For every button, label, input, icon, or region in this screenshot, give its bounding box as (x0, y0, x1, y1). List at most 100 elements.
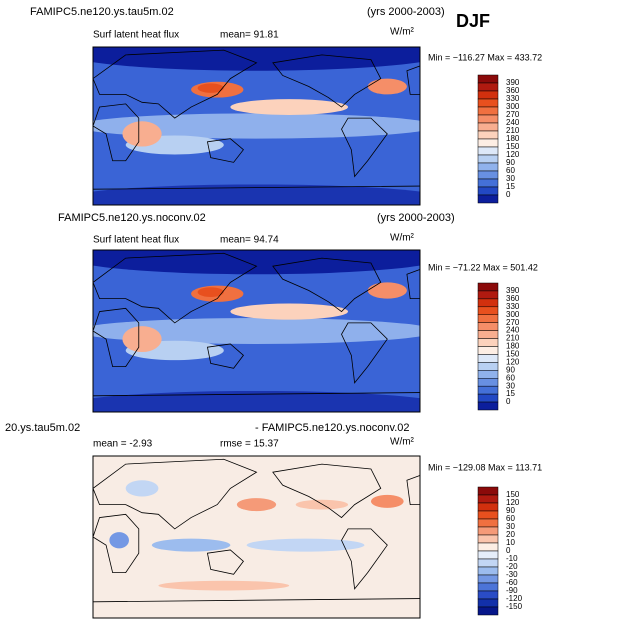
units: W/m² (390, 437, 415, 448)
map-field (236, 498, 277, 512)
colorbar-box (477, 582, 499, 592)
panel-title-left: FAMIPC5.ne120.ys.noconv.02 (58, 212, 206, 224)
colorbar-box (477, 370, 499, 379)
map-background (93, 456, 420, 618)
colorbar-label: 270 (506, 318, 520, 327)
colorbar-label: 30 (506, 174, 515, 183)
colorbar-label: 15 (506, 182, 515, 191)
panel-title-right: (yrs 2000-2003) (377, 212, 455, 224)
map-field (122, 326, 162, 353)
colorbar-label: 390 (506, 78, 520, 87)
colorbar-label: 210 (506, 334, 520, 343)
colorbar-label: 90 (506, 158, 515, 167)
colorbar-box (477, 290, 499, 300)
colorbar-box (477, 558, 499, 568)
colorbar-box (477, 282, 499, 292)
map-field (295, 499, 349, 510)
map-field (246, 538, 365, 552)
map-field (230, 99, 349, 115)
colorbar-box (477, 526, 499, 536)
colorbar-label: -30 (506, 570, 518, 579)
colorbar-box (477, 130, 499, 140)
colorbar-label: 30 (506, 522, 515, 531)
subtitle: Surf latent heat flux (93, 30, 179, 41)
colorbar-label: 300 (506, 310, 520, 319)
colorbar-label: 15 (506, 389, 515, 398)
colorbar-box (477, 486, 499, 496)
map-field (370, 494, 404, 508)
colorbar-box (477, 74, 499, 84)
colorbar-box (477, 122, 499, 132)
figure-title: DJF (456, 11, 490, 31)
colorbar-label: 180 (506, 134, 520, 143)
colorbar-box (477, 82, 499, 92)
map-field (93, 113, 420, 139)
map-field (93, 318, 420, 344)
coastline (93, 103, 140, 162)
colorbar-label: 240 (506, 118, 520, 127)
colorbar-label: 120 (506, 150, 520, 159)
colorbar-label: 360 (506, 294, 520, 303)
map-field (367, 78, 407, 95)
units: W/m² (390, 233, 415, 244)
colorbar-box (477, 606, 499, 616)
map-field (93, 184, 420, 205)
map-field (93, 250, 420, 275)
coastline (206, 138, 244, 163)
colorbar-label: 300 (506, 102, 520, 111)
colorbar-label: 60 (506, 166, 515, 175)
colorbar-box (477, 162, 499, 172)
colorbar-label: 150 (506, 142, 520, 151)
map-field (230, 303, 349, 320)
colorbar-box (477, 146, 499, 156)
colorbar-label: 90 (506, 506, 515, 515)
coastline (206, 343, 244, 369)
colorbar-box (477, 362, 499, 371)
colorbar-box (477, 518, 499, 528)
colorbar-box (477, 378, 499, 387)
units: W/m² (390, 27, 415, 38)
coastline (406, 475, 420, 506)
map-field (197, 83, 224, 93)
colorbar-label: 60 (506, 373, 515, 382)
coastline (93, 307, 140, 368)
colorbar-box (477, 90, 499, 100)
colorbar-label: 0 (506, 397, 511, 406)
panel-title-left: FAMIPC5.ne120.ys.tau5m.02 (30, 6, 174, 18)
colorbar-label: 150 (506, 350, 520, 359)
panel-title-left: 20.ys.tau5m.02 (5, 422, 80, 434)
colorbar-box (477, 346, 499, 355)
min-max: Min = −129.08 Max = 113.71 (428, 462, 542, 472)
colorbar-label: 270 (506, 110, 520, 119)
map (93, 456, 420, 618)
colorbar-box (477, 178, 499, 188)
coastline (93, 392, 420, 397)
colorbar-box (477, 574, 499, 584)
coastline (341, 528, 388, 590)
coastline (272, 463, 382, 519)
min-max: Min = −116.27 Max = 433.72 (428, 52, 542, 62)
map-field (93, 390, 420, 412)
colorbar-label: 0 (506, 546, 511, 555)
map (93, 250, 420, 412)
colorbar-label: -90 (506, 586, 518, 595)
colorbar-box (477, 494, 499, 504)
colorbar-box (477, 138, 499, 148)
colorbar-label: 390 (506, 286, 520, 295)
colorbar-box (477, 114, 499, 124)
coastline (93, 458, 258, 530)
coastline (341, 117, 388, 178)
subtitle: mean = -2.93 (93, 439, 153, 450)
map-field (151, 538, 231, 552)
stat: mean= 94.74 (220, 235, 279, 246)
colorbar-box (477, 590, 499, 600)
colorbar-box (477, 510, 499, 520)
colorbar-box (477, 401, 499, 411)
colorbar-box (477, 330, 499, 339)
min-max: Min = −71.22 Max = 501.42 (428, 262, 538, 272)
colorbar-box (477, 314, 499, 323)
map-field (122, 121, 162, 147)
colorbar-label: 210 (506, 126, 520, 135)
stat: rmse = 15.37 (220, 439, 279, 450)
colorbar-box (477, 598, 499, 608)
